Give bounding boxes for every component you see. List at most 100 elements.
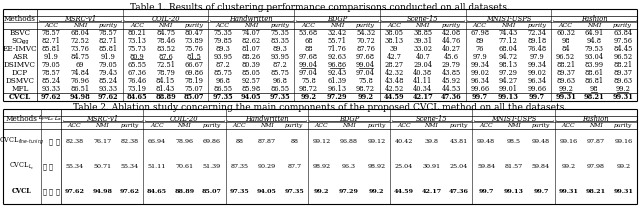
Text: 79.53: 79.53 bbox=[585, 45, 604, 53]
Text: 61.39: 61.39 bbox=[328, 77, 347, 85]
Text: 75.35: 75.35 bbox=[270, 28, 289, 36]
Text: 66.67: 66.67 bbox=[185, 61, 204, 69]
Text: 82.71: 82.71 bbox=[42, 37, 61, 44]
Text: 65.55: 65.55 bbox=[127, 61, 147, 69]
Text: 44.59: 44.59 bbox=[384, 93, 404, 101]
Text: 88.89: 88.89 bbox=[155, 93, 176, 101]
Text: MNIST-USPS: MNIST-USPS bbox=[486, 15, 531, 23]
Text: 87.76: 87.76 bbox=[356, 45, 375, 53]
Text: 44.53: 44.53 bbox=[442, 85, 461, 93]
Text: 97.35: 97.35 bbox=[229, 189, 249, 194]
Text: 99.48: 99.48 bbox=[532, 139, 550, 144]
Text: ACC: ACC bbox=[68, 123, 81, 128]
Text: 84.75: 84.75 bbox=[156, 28, 175, 36]
Text: 75.35: 75.35 bbox=[213, 28, 232, 36]
Text: 93.95: 93.95 bbox=[270, 53, 289, 61]
Text: Scene-15: Scene-15 bbox=[415, 115, 447, 123]
Text: 54.32: 54.32 bbox=[356, 28, 375, 36]
Text: 98.92: 98.92 bbox=[312, 164, 331, 169]
Text: 99.66: 99.66 bbox=[470, 85, 490, 93]
Text: 53.68: 53.68 bbox=[299, 28, 318, 36]
Text: DSMVC: DSMVC bbox=[6, 77, 35, 85]
Text: 94.05: 94.05 bbox=[241, 93, 262, 101]
Text: DSIMVC: DSIMVC bbox=[4, 61, 36, 69]
Text: 86.81: 86.81 bbox=[584, 77, 604, 85]
Text: purity: purity bbox=[614, 123, 632, 128]
Text: 75.8: 75.8 bbox=[358, 77, 373, 85]
Text: 99.2: 99.2 bbox=[561, 164, 575, 169]
Text: 32.42: 32.42 bbox=[328, 28, 347, 36]
Text: 25.04: 25.04 bbox=[395, 164, 413, 169]
Text: MFL: MFL bbox=[12, 85, 29, 93]
Text: 97.35: 97.35 bbox=[212, 93, 233, 101]
Text: 97.35: 97.35 bbox=[269, 93, 290, 101]
Text: purity: purity bbox=[367, 123, 385, 128]
Text: BDGP: BDGP bbox=[327, 15, 347, 23]
Text: 44.76: 44.76 bbox=[442, 37, 461, 44]
Text: 72.52: 72.52 bbox=[70, 37, 90, 44]
Text: 73.76: 73.76 bbox=[70, 45, 90, 53]
Text: 78.57: 78.57 bbox=[42, 28, 61, 36]
Text: 30.91: 30.91 bbox=[422, 164, 440, 169]
Text: 77.12: 77.12 bbox=[499, 37, 518, 44]
Text: 67.98: 67.98 bbox=[470, 28, 490, 36]
Text: 55.34: 55.34 bbox=[120, 164, 139, 169]
Text: 87.35: 87.35 bbox=[230, 164, 248, 169]
Text: 93.95: 93.95 bbox=[213, 53, 232, 61]
Text: 78.96: 78.96 bbox=[175, 139, 193, 144]
Text: 82.62: 82.62 bbox=[242, 37, 261, 44]
Text: 97.68: 97.68 bbox=[299, 53, 318, 61]
Text: 99.2: 99.2 bbox=[616, 164, 630, 169]
Text: 42.08: 42.08 bbox=[442, 28, 461, 36]
Text: 94.98: 94.98 bbox=[70, 93, 90, 101]
Text: Table 1. Results of clustering performance comparisons conducted on all datasets: Table 1. Results of clustering performan… bbox=[130, 3, 510, 12]
Text: 93.33: 93.33 bbox=[99, 85, 118, 93]
Text: 84.65: 84.65 bbox=[127, 93, 147, 101]
Text: 99.12: 99.12 bbox=[367, 139, 385, 144]
Text: 99.04: 99.04 bbox=[356, 61, 375, 69]
Text: 47.36: 47.36 bbox=[449, 189, 468, 194]
Text: Methods: Methods bbox=[6, 115, 38, 123]
Text: 29.04: 29.04 bbox=[413, 61, 432, 69]
Text: 85.24: 85.24 bbox=[42, 77, 61, 85]
Text: 68: 68 bbox=[304, 37, 313, 44]
Text: purity: purity bbox=[185, 23, 204, 28]
Text: 72.51: 72.51 bbox=[156, 61, 175, 69]
Text: NMI: NMI bbox=[73, 23, 87, 28]
Text: 97.04: 97.04 bbox=[299, 69, 318, 77]
Text: purity: purity bbox=[120, 123, 139, 128]
Text: 78.46: 78.46 bbox=[156, 37, 175, 44]
Text: 89.63: 89.63 bbox=[613, 77, 632, 85]
Text: 79.43: 79.43 bbox=[99, 69, 118, 77]
Text: 42.32: 42.32 bbox=[385, 69, 404, 77]
Text: 82.38: 82.38 bbox=[66, 139, 84, 144]
Text: 98: 98 bbox=[561, 37, 570, 44]
Text: 96.34: 96.34 bbox=[470, 77, 490, 85]
Text: 80.21: 80.21 bbox=[127, 28, 147, 36]
Text: 59.84: 59.84 bbox=[477, 164, 495, 169]
Text: purity: purity bbox=[356, 23, 375, 28]
Text: 63.84: 63.84 bbox=[613, 28, 632, 36]
Text: ✓: ✓ bbox=[56, 137, 60, 145]
Text: 85.05: 85.05 bbox=[242, 69, 260, 77]
Text: 47.36: 47.36 bbox=[441, 93, 461, 101]
Text: 84.65: 84.65 bbox=[147, 189, 167, 194]
Text: 99.48: 99.48 bbox=[477, 139, 495, 144]
Text: 99.2: 99.2 bbox=[369, 189, 384, 194]
Text: 94.8: 94.8 bbox=[587, 37, 602, 44]
Text: 88.61: 88.61 bbox=[584, 69, 604, 77]
Text: 98.21: 98.21 bbox=[584, 93, 605, 101]
Text: 68.04: 68.04 bbox=[499, 45, 518, 53]
Text: 98.21: 98.21 bbox=[586, 189, 606, 194]
Text: 87.6: 87.6 bbox=[158, 53, 173, 61]
Text: BSVC: BSVC bbox=[10, 28, 31, 36]
Text: 85.07: 85.07 bbox=[184, 93, 204, 101]
Text: ✓: ✓ bbox=[43, 187, 47, 195]
Text: 89.37: 89.37 bbox=[613, 69, 632, 77]
Text: 64.91: 64.91 bbox=[584, 28, 604, 36]
Text: 33.02: 33.02 bbox=[413, 45, 432, 53]
Text: 80.39: 80.39 bbox=[242, 61, 260, 69]
Text: 43.48: 43.48 bbox=[385, 77, 404, 85]
Text: 89.18: 89.18 bbox=[527, 37, 547, 44]
Text: 94.72: 94.72 bbox=[499, 53, 518, 61]
